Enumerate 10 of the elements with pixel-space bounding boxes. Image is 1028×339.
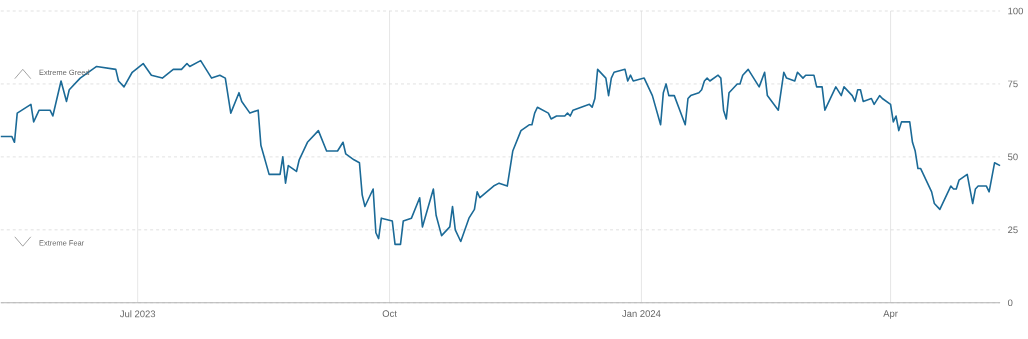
y-tick-label: 100 — [1008, 7, 1023, 15]
line-series — [0, 59, 1001, 246]
y-tick-label: 50 — [1007, 153, 1018, 161]
x-tick-label: Jul 2023 — [119, 310, 156, 318]
x-tick-label: Apr — [883, 310, 898, 319]
y-tick-label: 25 — [1008, 226, 1018, 234]
y-tick-label: 75 — [1008, 80, 1018, 88]
x-tick-label: Oct — [382, 310, 397, 318]
y-tick-label: 0 — [1007, 299, 1013, 307]
x-tick-label: Jan 2024 — [622, 310, 661, 318]
